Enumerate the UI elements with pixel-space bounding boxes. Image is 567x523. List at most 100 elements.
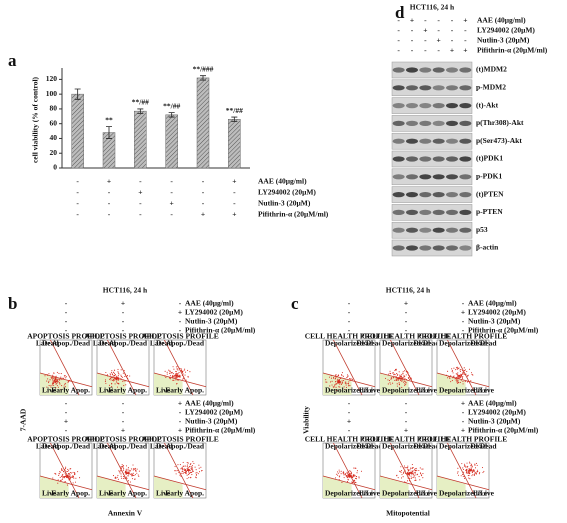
- quadrant-label: Live: [359, 386, 374, 395]
- y-tick-label: 100: [46, 89, 58, 98]
- event-dot: [64, 383, 66, 385]
- event-dot: [390, 378, 392, 380]
- event-dot: [124, 375, 126, 378]
- treatment-sign: +: [107, 177, 111, 186]
- event-dot: [414, 479, 416, 482]
- event-dot: [132, 464, 134, 466]
- event-dot: [123, 465, 125, 467]
- event-dot: [61, 378, 63, 381]
- event-dot: [391, 372, 394, 374]
- panel-title: HCT116, 24 h: [103, 286, 148, 295]
- treatment-sign: +: [170, 199, 174, 208]
- blot-strip: [391, 239, 473, 257]
- treatment-sign: -: [179, 417, 182, 426]
- event-dot: [125, 476, 128, 478]
- blot-band: [392, 192, 405, 198]
- event-dot: [171, 371, 173, 373]
- event-dot: [61, 475, 63, 477]
- event-dot: [120, 468, 122, 470]
- blot-band: [419, 227, 432, 233]
- event-dot: [116, 386, 119, 388]
- event-dot: [467, 374, 469, 376]
- event-dot: [468, 469, 471, 471]
- event-dot: [456, 378, 458, 381]
- event-dot: [405, 383, 407, 386]
- treatment-sign: -: [122, 417, 125, 426]
- event-dot: [344, 381, 346, 383]
- significance-label: **/###: [193, 64, 214, 73]
- treatment-label: Pifithrin-α (20μM/ml): [185, 426, 256, 435]
- event-dot: [335, 381, 337, 383]
- event-dot: [410, 377, 412, 379]
- event-dot: [173, 368, 175, 370]
- event-dot: [462, 383, 464, 385]
- event-dot: [464, 373, 466, 375]
- treatment-sign: -: [108, 210, 111, 219]
- blot-band: [419, 103, 432, 109]
- gate-line: [39, 475, 93, 491]
- event-dot: [392, 382, 394, 384]
- event-dot: [457, 381, 460, 383]
- event-dot: [130, 473, 132, 475]
- event-dot: [60, 376, 62, 378]
- blot-band: [446, 174, 458, 180]
- event-dot: [354, 480, 356, 482]
- treatment-label: LY294002 (20μM): [185, 408, 243, 417]
- event-dot: [125, 472, 128, 474]
- treatment-sign: -: [202, 177, 205, 186]
- event-dot: [466, 381, 468, 383]
- live-region: [380, 373, 409, 395]
- quadrant-label: Depolarized/Live: [439, 386, 495, 395]
- event-dot: [388, 380, 391, 382]
- event-dot: [114, 476, 116, 478]
- event-dot: [50, 377, 53, 379]
- event-dot: [190, 476, 192, 478]
- treatment-sign: -: [170, 177, 173, 186]
- event-dot: [65, 466, 67, 468]
- blot-strip: [391, 61, 473, 79]
- event-dot: [328, 376, 331, 378]
- event-dot: [127, 468, 129, 470]
- event-dot: [124, 373, 126, 375]
- event-dot: [174, 466, 176, 468]
- event-dot: [187, 469, 189, 472]
- event-dot: [402, 472, 404, 474]
- treatment-sign: -: [464, 26, 467, 35]
- error-bar: [137, 108, 144, 114]
- event-dot: [406, 467, 408, 469]
- event-dot: [120, 369, 122, 371]
- event-dot: [388, 373, 390, 375]
- treatment-sign: -: [424, 36, 427, 45]
- blot-band: [446, 85, 458, 91]
- treatment-sign: -: [179, 317, 182, 326]
- event-dot: [335, 383, 338, 385]
- event-dot: [185, 473, 187, 475]
- event-dot: [407, 372, 409, 374]
- event-dot: [346, 475, 348, 477]
- event-dot: [128, 472, 130, 475]
- event-dot: [406, 371, 408, 373]
- quadrant-label: Dead: [470, 442, 487, 451]
- event-dot: [338, 380, 340, 382]
- event-dot: [409, 472, 411, 474]
- treatment-sign: +: [461, 399, 465, 408]
- treatment-sign: +: [232, 210, 236, 219]
- event-dot: [416, 474, 418, 476]
- event-dot: [117, 474, 119, 476]
- event-dot: [464, 476, 466, 478]
- significance-label: **/##: [132, 98, 149, 107]
- event-dot: [175, 473, 177, 475]
- event-dot: [346, 476, 348, 478]
- event-dot: [475, 473, 478, 475]
- event-dot: [178, 367, 180, 369]
- treatment-sign: -: [348, 308, 351, 317]
- treatment-sign: -: [76, 210, 79, 219]
- treatment-sign: +: [410, 16, 414, 25]
- event-dot: [58, 378, 60, 380]
- event-dot: [404, 467, 406, 469]
- event-dot: [58, 372, 60, 375]
- event-dot: [468, 368, 470, 370]
- event-dot: [336, 376, 338, 378]
- event-dot: [334, 385, 336, 387]
- blot-band: [419, 245, 432, 251]
